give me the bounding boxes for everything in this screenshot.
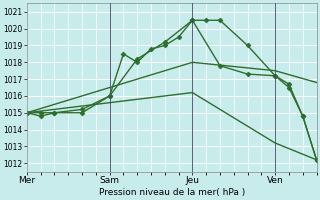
X-axis label: Pression niveau de la mer( hPa ): Pression niveau de la mer( hPa ): [99, 188, 245, 197]
